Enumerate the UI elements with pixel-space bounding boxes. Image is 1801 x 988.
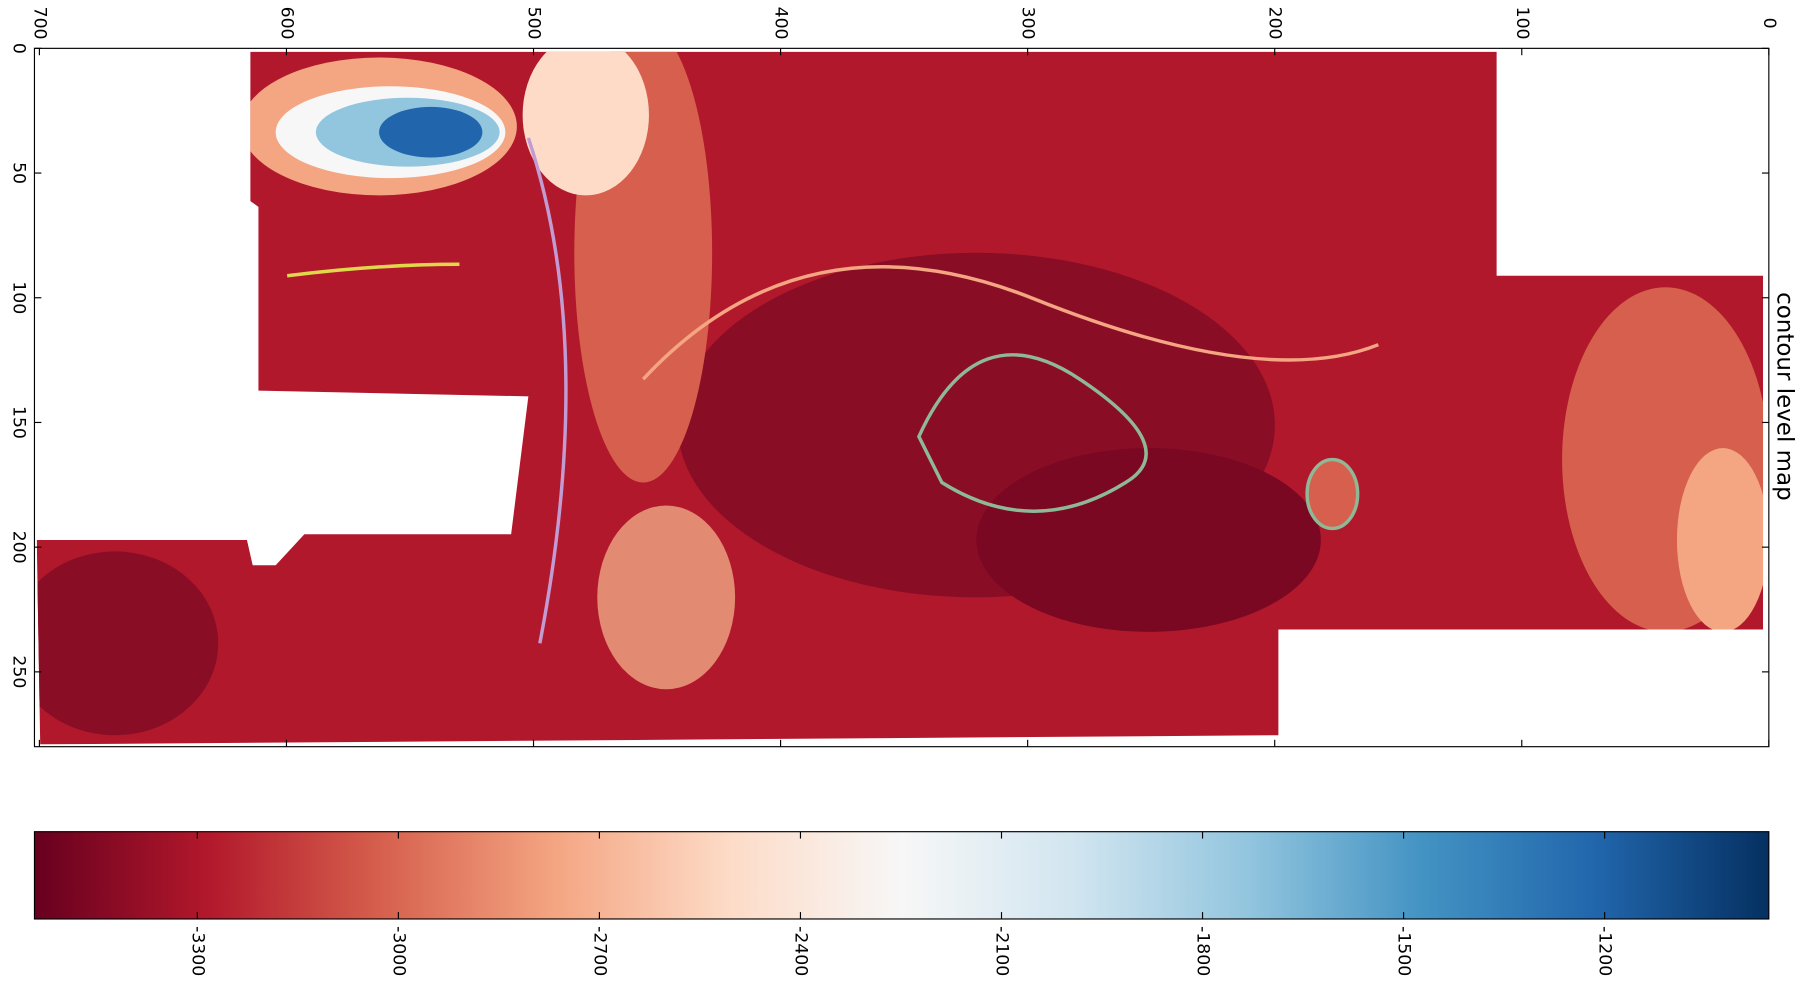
colorbar-tick-label: -1200 — [1595, 926, 1615, 976]
colorbar-tick-label: -1500 — [1394, 926, 1414, 976]
x-tick-label: 0 — [1759, 18, 1779, 29]
colorbar — [34, 832, 1768, 919]
colorbar-tick-label: -2100 — [992, 926, 1012, 976]
x-tick-label: 700 — [29, 7, 49, 40]
colorbar-tick-label: -1800 — [1193, 926, 1213, 976]
y-tick-label: 150 — [8, 406, 28, 439]
colorbar-tick-label: -2400 — [790, 926, 810, 976]
y-tick-label: 100 — [8, 281, 28, 314]
x-tick-label: 100 — [1512, 7, 1532, 40]
chart: contour level map 7006005004003002001000… — [0, 0, 1801, 988]
x-tick-label: 300 — [1018, 7, 1038, 40]
colorbar-tick-label: -2700 — [589, 926, 609, 976]
colorbar-tick-label: -3300 — [187, 926, 207, 976]
colorbar-tick-label: -3000 — [388, 926, 408, 976]
y-tick-label: 250 — [8, 655, 28, 688]
y-tick-label: 50 — [8, 162, 28, 184]
chart-title: contour level map — [1771, 292, 1797, 501]
x-tick-label: 500 — [524, 7, 544, 40]
y-tick-label: 200 — [8, 531, 28, 564]
y-tick-label: 0 — [8, 43, 28, 54]
heatmap-field — [11, 23, 1768, 747]
x-tick-label: 400 — [771, 7, 791, 40]
x-tick-label: 600 — [276, 7, 296, 40]
x-tick-label: 200 — [1265, 7, 1285, 40]
